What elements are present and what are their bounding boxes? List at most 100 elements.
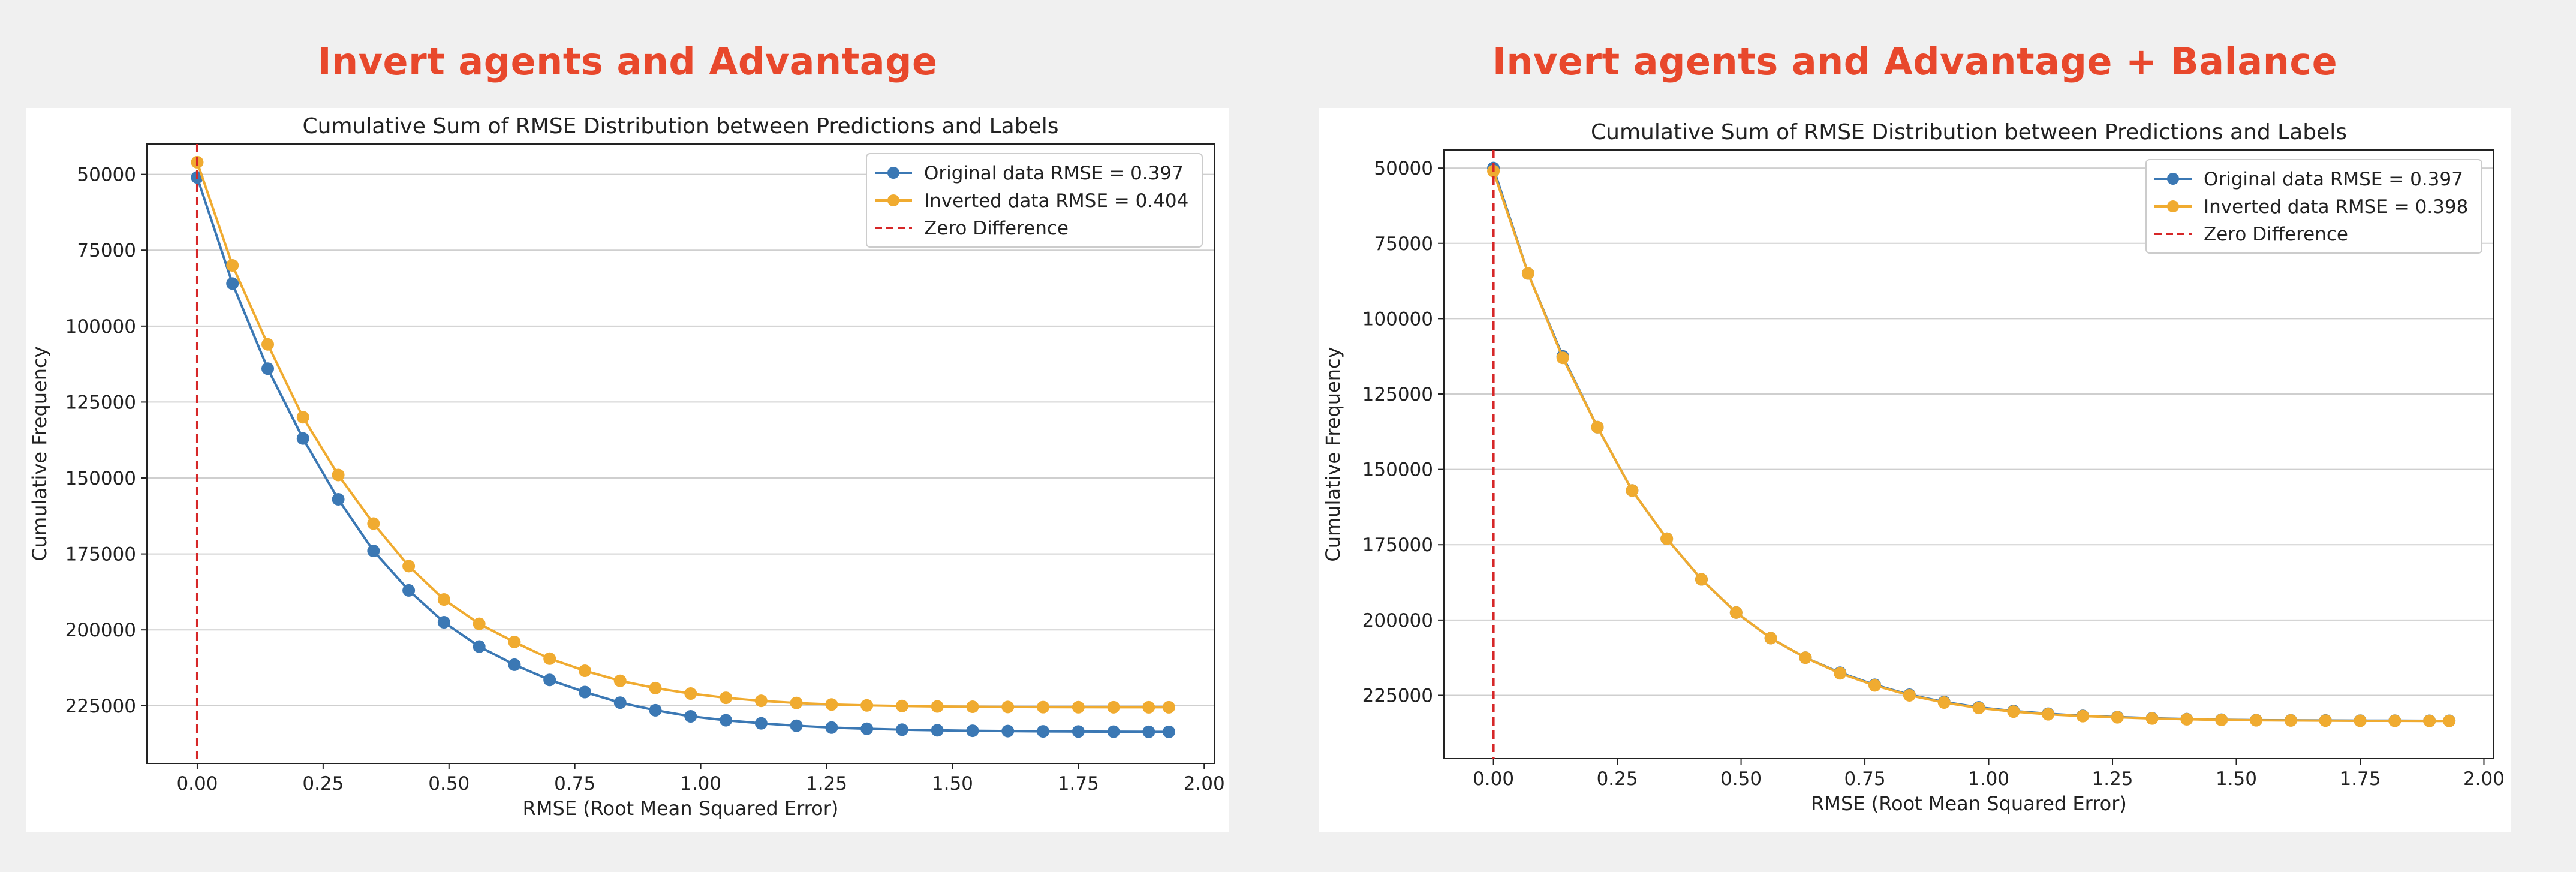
plot-frame: [146, 143, 1215, 764]
data-point: [1556, 351, 1569, 365]
data-point: [2423, 714, 2436, 727]
data-point: [296, 432, 309, 445]
data-point: [437, 593, 450, 606]
data-point: [1107, 725, 1120, 738]
data-point: [226, 277, 239, 290]
data-point: [1799, 651, 1812, 664]
data-point: [367, 517, 380, 530]
y-tick-label: 200000: [1362, 610, 1433, 632]
y-tick-label: 125000: [1362, 384, 1433, 405]
data-point: [508, 658, 521, 671]
data-point: [825, 721, 838, 734]
y-tick-label: 150000: [1362, 459, 1433, 481]
legend-label: Inverted data RMSE = 0.404: [924, 190, 1188, 212]
data-point: [613, 674, 627, 687]
data-point: [261, 338, 275, 351]
data-point: [613, 696, 627, 709]
data-point: [2111, 711, 2124, 724]
data-point: [1072, 725, 1085, 738]
y-tick-label: 125000: [65, 392, 136, 413]
data-point: [860, 699, 874, 712]
x-tick-label: 2.00: [2463, 768, 2505, 790]
data-point: [578, 664, 591, 678]
data-point: [543, 673, 556, 687]
data-point: [332, 492, 345, 506]
y-tick-label: 100000: [1362, 308, 1433, 330]
y-tick-label: 225000: [1362, 685, 1433, 706]
y-tick-label: 175000: [65, 544, 136, 566]
plot-frame: [1443, 149, 2494, 759]
legend-marker: [887, 194, 899, 206]
data-point: [1521, 267, 1534, 280]
x-tick-label: 2.00: [1184, 773, 1225, 795]
data-point: [2215, 713, 2228, 726]
chart-card-right: Cumulative Sum of RMSE Distribution betw…: [1319, 108, 2511, 832]
data-point: [790, 719, 803, 732]
x-tick-label: 1.75: [1058, 773, 1099, 795]
data-point: [261, 362, 275, 375]
data-point: [2284, 714, 2297, 727]
x-tick-label: 0.50: [1720, 768, 1762, 790]
data-point: [1037, 700, 1050, 714]
chart-left: Cumulative Sum of RMSE Distribution betw…: [28, 114, 1225, 820]
legend: [2145, 159, 2482, 254]
x-tick-label: 1.00: [680, 773, 721, 795]
x-tick-label: 1.25: [2092, 768, 2133, 790]
data-point: [1868, 679, 1882, 692]
x-tick-label: 0.25: [1597, 768, 1638, 790]
chart-title: Cumulative Sum of RMSE Distribution betw…: [302, 114, 1058, 139]
data-point: [1001, 700, 1015, 714]
data-point: [1072, 700, 1085, 714]
data-point: [2250, 714, 2263, 727]
y-axis-label: Cumulative Frequency: [28, 346, 51, 561]
y-tick-label: 100000: [65, 316, 136, 338]
data-point: [1972, 702, 1985, 715]
data-point: [931, 724, 944, 737]
legend-label: Zero Difference: [2204, 224, 2348, 245]
data-point: [2145, 712, 2159, 725]
x-tick-label: 0.00: [176, 773, 218, 795]
y-tick-label: 50000: [77, 164, 136, 186]
data-point: [296, 411, 309, 424]
data-point: [1660, 532, 1674, 545]
y-tick-label: 75000: [77, 240, 136, 261]
data-point: [578, 685, 591, 699]
x-tick-label: 1.50: [932, 773, 973, 795]
data-point: [754, 694, 768, 708]
data-point: [684, 687, 697, 700]
data-point: [720, 714, 733, 727]
panel-heading-left: Invert agents and Advantage: [317, 40, 938, 83]
data-point: [825, 698, 838, 711]
data-point: [790, 696, 803, 709]
data-point: [1695, 573, 1708, 586]
chart-card-left: Cumulative Sum of RMSE Distribution betw…: [26, 108, 1229, 832]
data-point: [1834, 667, 1847, 680]
data-point: [1107, 700, 1120, 714]
data-point: [2319, 714, 2332, 727]
data-point: [1142, 725, 1155, 738]
series-line: [196, 177, 1169, 733]
x-tick-label: 1.25: [806, 773, 847, 795]
data-point: [754, 717, 768, 730]
x-axis-label: RMSE (Root Mean Squared Error): [523, 797, 839, 820]
y-tick-label: 175000: [1362, 534, 1433, 556]
data-point: [1142, 700, 1155, 714]
data-point: [2354, 714, 2367, 727]
data-point: [860, 722, 874, 735]
data-point: [2076, 709, 2089, 723]
legend-label: Zero Difference: [924, 218, 1069, 239]
data-point: [1764, 632, 1777, 645]
data-point: [226, 259, 239, 272]
data-point: [2007, 705, 2020, 718]
x-tick-label: 0.75: [1844, 768, 1886, 790]
panel-heading-right: Invert agents and Advantage + Balance: [1492, 40, 2338, 83]
data-point: [720, 691, 733, 705]
data-point: [2388, 714, 2402, 727]
data-point: [473, 617, 486, 630]
data-point: [402, 584, 416, 597]
chart-right: Cumulative Sum of RMSE Distribution betw…: [1322, 120, 2505, 815]
x-tick-label: 0.75: [554, 773, 595, 795]
data-point: [2042, 708, 2055, 721]
x-tick-label: 1.00: [1968, 768, 2009, 790]
data-point: [2443, 714, 2456, 727]
